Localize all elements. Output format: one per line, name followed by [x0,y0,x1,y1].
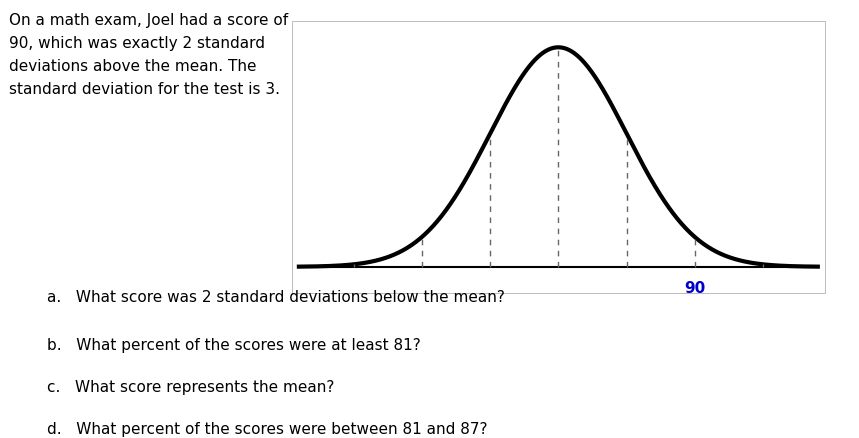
Text: 90: 90 [685,280,705,295]
Text: a.   What score was 2 standard deviations below the mean?: a. What score was 2 standard deviations … [47,290,505,304]
Text: d.   What percent of the scores were between 81 and 87?: d. What percent of the scores were betwe… [47,421,488,436]
Text: On a math exam, Joel had a score of
90, which was exactly 2 standard
deviations : On a math exam, Joel had a score of 90, … [9,13,288,96]
Text: b.   What percent of the scores were at least 81?: b. What percent of the scores were at le… [47,338,421,353]
Text: c.   What score represents the mean?: c. What score represents the mean? [47,379,335,394]
